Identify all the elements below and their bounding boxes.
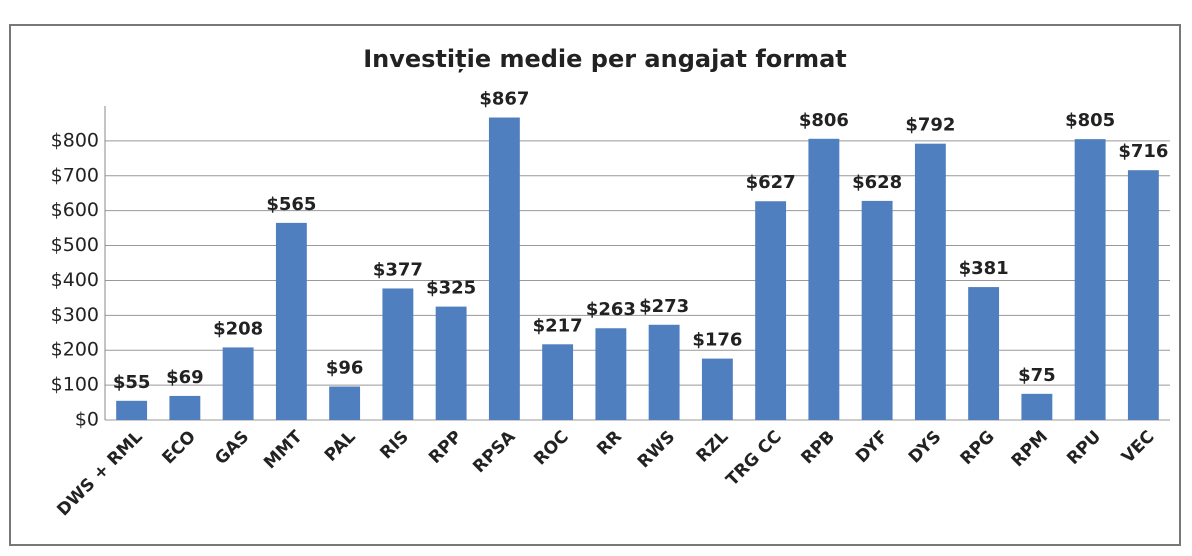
data-label: $217: [533, 315, 583, 336]
x-tick-label: DWS + RML: [53, 427, 146, 520]
data-label: $805: [1065, 110, 1115, 131]
data-label: $792: [905, 115, 955, 136]
data-label: $75: [1018, 365, 1056, 386]
bar: [1021, 393, 1053, 420]
data-label: $806: [799, 110, 849, 131]
y-tick-label: $300: [51, 304, 99, 326]
bar: [542, 344, 574, 420]
data-label: $263: [586, 299, 636, 320]
data-label: $96: [326, 358, 364, 379]
x-tick-label: VEC: [1118, 427, 1158, 467]
bar: [435, 306, 467, 420]
bar: [329, 386, 361, 420]
y-tick-label: $400: [51, 269, 99, 291]
x-tick-label: RPU: [1063, 427, 1105, 469]
x-tick-label: MMT: [260, 427, 307, 474]
bar: [1074, 139, 1106, 420]
bar: [275, 222, 307, 420]
data-label: $381: [959, 258, 1009, 279]
x-tick-label: RR: [593, 427, 626, 460]
x-tick-label: DYF: [852, 427, 892, 467]
x-tick-label: ECO: [159, 427, 200, 468]
data-label: $273: [639, 296, 689, 317]
y-tick-label: $700: [51, 164, 99, 186]
bar: [488, 117, 520, 420]
bar: [382, 288, 414, 420]
x-tick-label: RPG: [957, 427, 999, 469]
bar: [755, 201, 787, 420]
data-label: $176: [692, 330, 742, 351]
y-tick-label: $600: [51, 199, 99, 221]
x-tick-label: RPM: [1008, 427, 1052, 471]
bar: [808, 138, 840, 420]
y-tick-label: $200: [51, 339, 99, 361]
y-tick-label: $100: [51, 374, 99, 396]
data-label: $208: [213, 318, 263, 339]
bar: [595, 328, 627, 420]
bar: [169, 395, 201, 420]
x-tick-label: DYS: [905, 427, 946, 468]
data-label: $69: [166, 367, 204, 388]
bar: [968, 287, 1000, 420]
x-tick-label: RIS: [376, 427, 413, 464]
bar: [222, 347, 254, 420]
bar: [116, 400, 148, 420]
data-label: $55: [113, 372, 151, 393]
x-tick-label: RWS: [634, 427, 679, 472]
x-tick-label: RPP: [425, 427, 466, 468]
data-label: $325: [426, 278, 476, 299]
y-tick-label: $500: [51, 234, 99, 256]
chart-frame: [9, 24, 1181, 546]
y-tick-label: $800: [51, 129, 99, 151]
data-label: $565: [266, 194, 316, 215]
data-label: $628: [852, 172, 902, 193]
y-tick-label: $0: [75, 409, 99, 431]
bar: [861, 200, 893, 420]
chart-title: Investiție medie per angajat format: [363, 45, 847, 73]
data-label: $716: [1118, 141, 1168, 162]
x-tick-label: RPB: [798, 427, 839, 468]
x-tick-label: PAL: [321, 427, 360, 466]
bar: [914, 143, 946, 420]
bar: [701, 358, 733, 420]
data-label: $377: [373, 259, 423, 280]
x-tick-label: GAS: [211, 427, 253, 469]
bar: [1127, 170, 1159, 420]
x-tick-label: RZL: [693, 427, 733, 467]
data-label: $867: [479, 89, 529, 110]
x-tick-label: ROC: [530, 427, 572, 469]
x-tick-label: RPSA: [469, 426, 520, 477]
data-label: $627: [746, 172, 796, 193]
bar: [648, 324, 680, 420]
x-tick-label: TRG CC: [722, 427, 785, 490]
